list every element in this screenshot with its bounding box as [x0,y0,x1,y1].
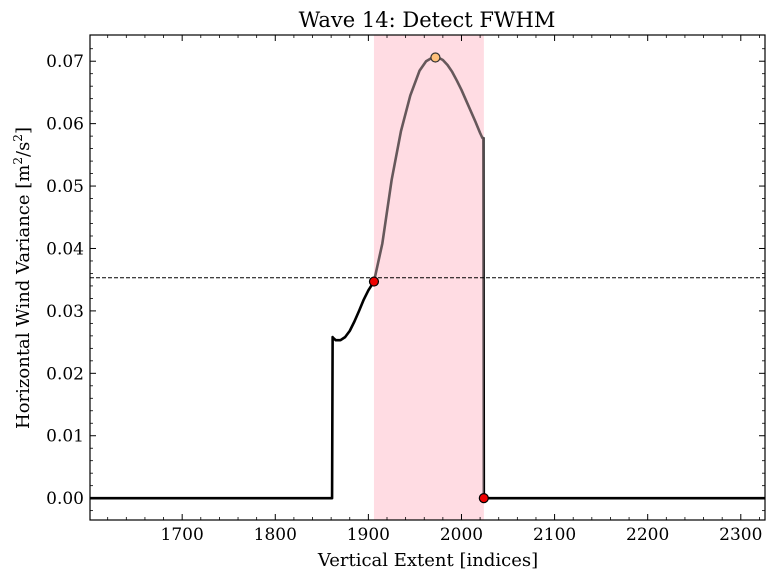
y-tick-label: 0.05 [46,177,84,197]
y-tick-label: 0.01 [46,427,84,447]
x-tick-label: 1900 [347,525,390,545]
y-tick-label: 0.04 [46,239,84,259]
x-tick-label: 2000 [440,525,483,545]
y-axis-label: Horizontal Wind Variance [m2/s2] [11,127,34,429]
y-tick-label: 0.07 [46,52,84,72]
y-tick-label: 0.00 [46,489,84,509]
series-line [90,55,765,500]
y-tick-label: 0.03 [46,302,84,322]
x-tick-label: 2300 [719,525,762,545]
fwhm-point-2 [478,493,489,504]
x-tick-label: 2200 [626,525,669,545]
y-tick-label: 0.02 [46,364,84,384]
peak-point [430,52,441,63]
chart-title: Wave 14: Detect FWHM [299,8,556,32]
fwhm-point-1 [368,276,380,287]
plot-frame [89,34,766,521]
x-tick-label: 1700 [161,525,204,545]
x-tick-label: 2100 [533,525,576,545]
y-tick-label: 0.06 [46,115,84,135]
x-tick-label: 1800 [254,525,297,545]
plot-area: 1700 1800 1900 2000 2100 2200 2300 0.00 0.01 0.02… [46,34,766,545]
x-axis-label: Vertical Extent [indices] [317,550,538,571]
